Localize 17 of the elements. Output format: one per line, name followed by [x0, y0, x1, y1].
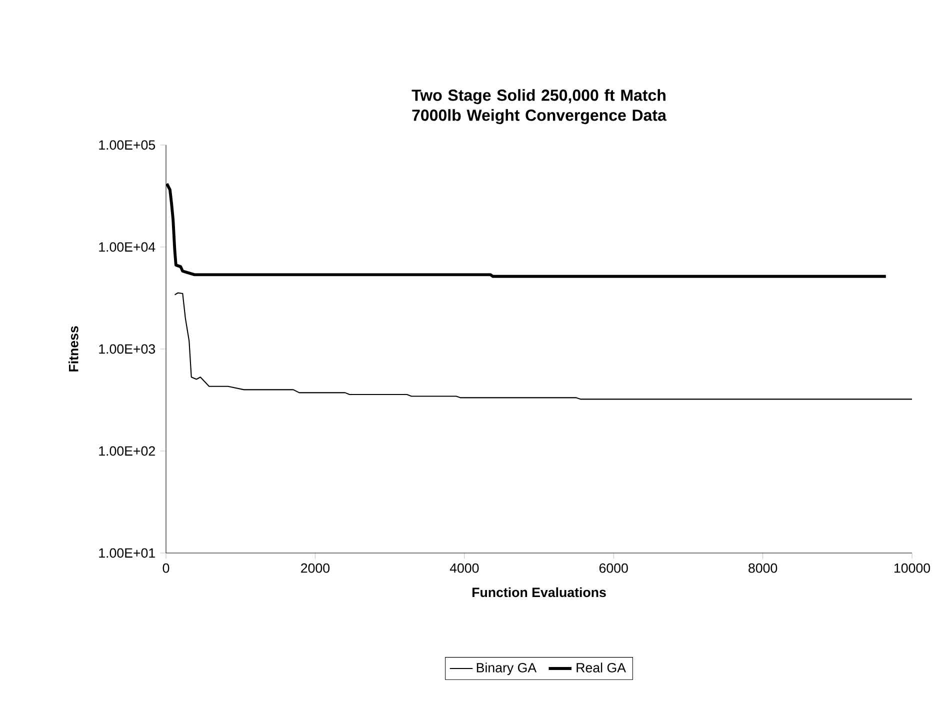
y-tick-label: 1.00E+04	[99, 242, 156, 252]
legend-label: Binary GA	[476, 662, 537, 676]
y-tick-label: 1.00E+01	[99, 548, 155, 558]
x-tick-label: 2000	[301, 563, 330, 573]
line-series	[174, 292, 912, 400]
x-tick-label: 0	[162, 563, 170, 573]
x-axis-title: Function Evaluations	[472, 587, 606, 598]
x-tick-label: 10000	[894, 563, 930, 573]
x-tick-label: 4000	[450, 563, 479, 573]
legend-label: Real GA	[576, 662, 626, 672]
y-tick-label: 1.00E+02	[99, 446, 155, 456]
y-tick-label: 1.00E+05	[99, 140, 156, 150]
chart-title: Two Stage Solid 250,000 ft Match 7000lb Weight Convergence Data	[412, 89, 667, 124]
y-axis-title: Fitness	[68, 326, 78, 372]
x-tick-label: 8000	[748, 563, 778, 573]
y-tick-label: 1.00E+03	[99, 344, 156, 354]
x-tick-label: 6000	[599, 563, 628, 573]
